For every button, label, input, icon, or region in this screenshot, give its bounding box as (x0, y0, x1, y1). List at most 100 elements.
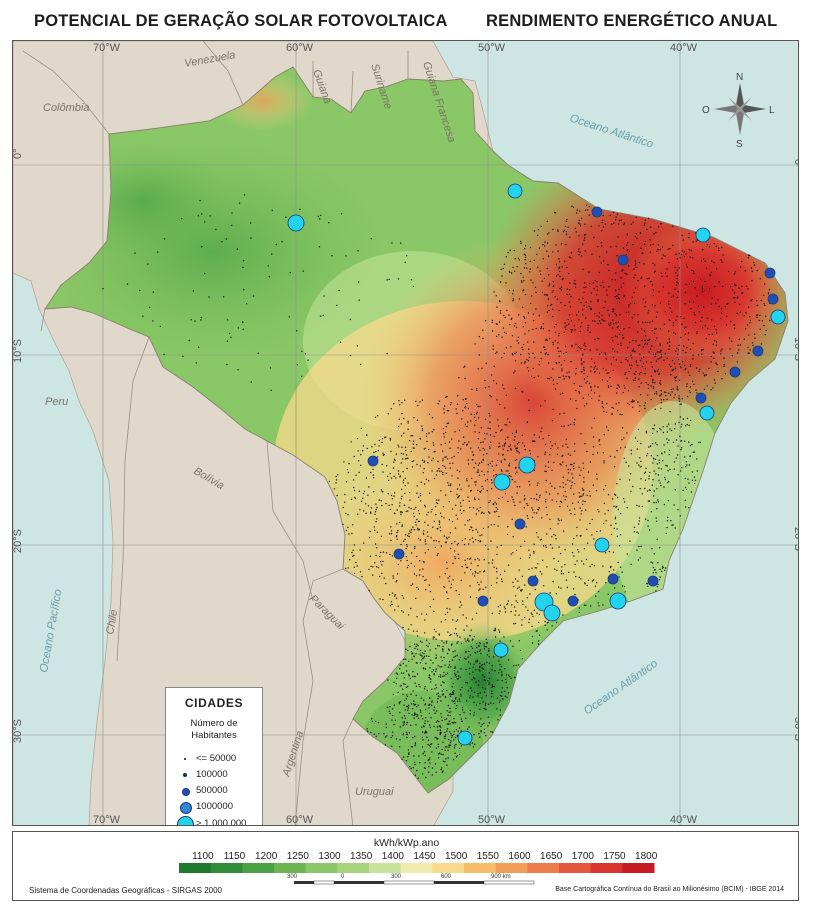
color-ramp-step (337, 863, 370, 873)
small-city-dot (366, 447, 368, 450)
small-city-dot (429, 667, 431, 669)
large-city-marker (695, 227, 711, 243)
small-city-dot (496, 546, 498, 548)
small-city-dot (618, 329, 621, 331)
small-city-dot (405, 446, 407, 448)
small-city-dot (479, 708, 481, 710)
small-city-dot (696, 458, 698, 460)
small-city-dot (370, 238, 373, 240)
small-city-dot (546, 250, 548, 252)
small-city-dot (371, 720, 374, 723)
small-city-dot (443, 436, 445, 438)
small-city-dot (446, 561, 448, 564)
small-city-dot (538, 436, 540, 438)
small-city-dot (510, 346, 512, 348)
small-city-dot (571, 345, 573, 348)
small-city-dot (403, 721, 406, 723)
small-city-dot (419, 401, 421, 403)
small-city-dot (582, 467, 585, 469)
small-city-dot (353, 566, 356, 568)
small-city-dot (439, 666, 441, 668)
small-city-dot (638, 517, 641, 519)
small-city-dot (655, 391, 658, 393)
small-city-dot (640, 478, 642, 480)
small-city-dot (353, 479, 355, 481)
small-city-dot (423, 460, 426, 462)
small-city-dot (657, 358, 659, 360)
small-city-dot (515, 610, 517, 612)
small-city-dot (558, 335, 560, 337)
small-city-dot (559, 287, 561, 290)
small-city-dot (433, 706, 436, 708)
small-city-dot (355, 474, 357, 476)
small-city-dot (694, 479, 697, 481)
small-city-dot (422, 718, 424, 720)
small-city-dot (472, 746, 475, 748)
small-city-dot (585, 509, 587, 511)
small-city-dot (402, 721, 404, 723)
small-city-dot (656, 463, 658, 465)
small-city-dot (435, 638, 437, 640)
small-city-dot (691, 269, 693, 272)
small-city-dot (584, 583, 586, 585)
small-city-dot (590, 386, 592, 388)
small-city-dot (620, 219, 622, 221)
small-city-dot (457, 395, 459, 397)
small-city-dot (565, 443, 567, 445)
small-city-dot (625, 461, 627, 463)
small-city-dot (638, 545, 640, 548)
small-city-dot (514, 622, 517, 625)
small-city-dot (610, 385, 612, 387)
small-city-dot (482, 329, 484, 331)
small-city-dot (612, 348, 614, 350)
small-city-dot (471, 639, 473, 641)
small-city-dot (513, 665, 515, 667)
small-city-dot (484, 688, 486, 690)
small-city-dot (510, 610, 512, 613)
small-city-dot (432, 598, 435, 600)
small-city-dot (656, 311, 658, 313)
small-city-dot (596, 478, 598, 480)
small-city-dot (616, 387, 618, 390)
small-city-dot (540, 405, 542, 407)
small-city-dot (342, 523, 344, 526)
small-city-dot (478, 722, 480, 724)
lat-label-30s-left: 30°S (13, 719, 24, 743)
small-city-dot (650, 375, 652, 377)
small-city-dot (569, 454, 572, 456)
small-city-dot (644, 335, 647, 337)
small-city-dot (561, 566, 563, 568)
small-city-dot (439, 729, 442, 732)
small-city-dot (537, 482, 539, 484)
small-city-dot (438, 675, 440, 678)
small-city-dot (449, 608, 451, 610)
small-city-dot (678, 395, 680, 397)
small-city-dot (693, 383, 695, 386)
small-city-dot (603, 462, 605, 464)
small-city-dot (428, 707, 430, 709)
small-city-dot (450, 736, 453, 739)
small-city-dot (496, 582, 498, 584)
small-city-dot (549, 337, 551, 340)
map-canvas: 70°W 60°W 50°W 40°W 70°W 60°W 50°W 40°W … (13, 41, 798, 825)
small-city-dot (648, 277, 650, 279)
small-city-dot (576, 349, 579, 352)
small-city-dot (666, 268, 668, 270)
small-city-dot (358, 299, 360, 301)
small-city-dot (616, 450, 618, 452)
small-city-dot (634, 437, 637, 439)
small-city-dot (508, 659, 510, 661)
small-city-dot (461, 539, 464, 542)
small-city-dot (504, 695, 506, 697)
small-city-dot (413, 565, 416, 568)
small-city-dot (668, 439, 670, 441)
small-city-dot (546, 533, 548, 535)
small-city-dot (447, 749, 449, 751)
small-city-dot (654, 355, 656, 358)
small-city-dot (741, 260, 743, 263)
small-city-dot (200, 319, 202, 321)
small-city-dot (465, 681, 467, 684)
small-city-dot (612, 407, 615, 409)
small-city-dot (443, 671, 445, 674)
small-city-dot (600, 351, 603, 354)
